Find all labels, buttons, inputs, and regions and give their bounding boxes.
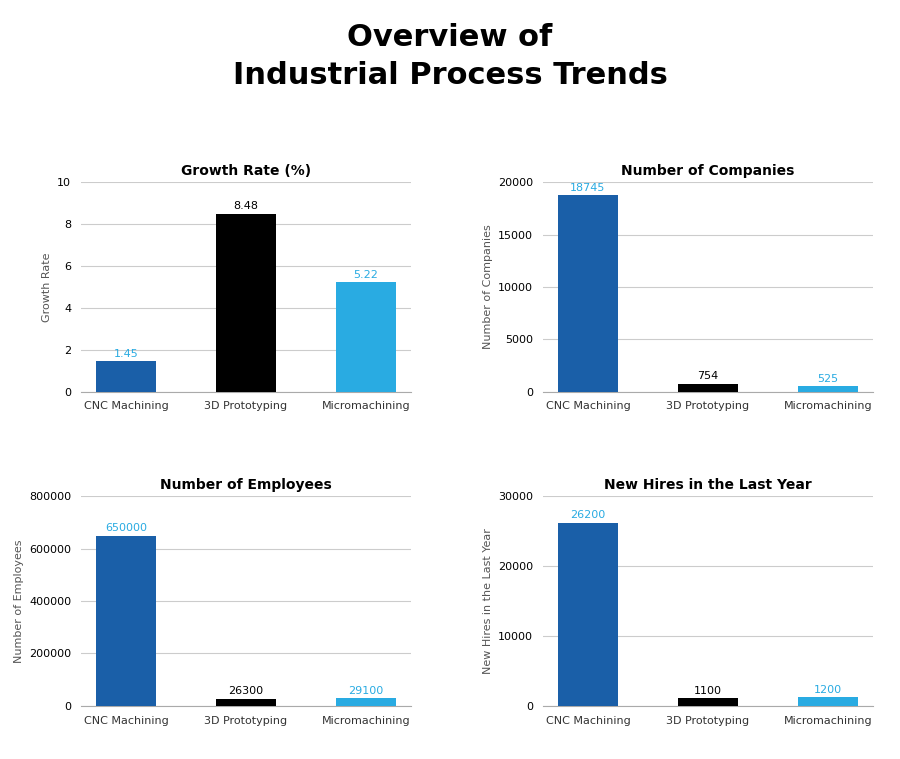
Text: 1.45: 1.45 bbox=[113, 348, 139, 359]
Bar bbox=[558, 195, 618, 392]
Text: 1100: 1100 bbox=[694, 685, 722, 696]
Bar bbox=[558, 523, 618, 706]
Text: 1200: 1200 bbox=[814, 685, 842, 695]
Bar bbox=[96, 536, 156, 706]
Y-axis label: Number of Employees: Number of Employees bbox=[14, 540, 23, 663]
Text: Overview of
Industrial Process Trends: Overview of Industrial Process Trends bbox=[232, 23, 668, 90]
Bar bbox=[216, 699, 276, 706]
Text: 754: 754 bbox=[698, 371, 718, 381]
Text: 29100: 29100 bbox=[348, 685, 383, 696]
Title: New Hires in the Last Year: New Hires in the Last Year bbox=[604, 478, 812, 493]
Bar bbox=[216, 214, 276, 392]
Text: 26300: 26300 bbox=[229, 686, 264, 697]
Y-axis label: Growth Rate: Growth Rate bbox=[41, 252, 51, 322]
Y-axis label: Number of Companies: Number of Companies bbox=[482, 225, 492, 349]
Bar bbox=[336, 698, 396, 706]
Text: 26200: 26200 bbox=[571, 510, 606, 521]
Bar bbox=[678, 698, 738, 706]
Bar bbox=[678, 384, 738, 392]
Text: 5.22: 5.22 bbox=[354, 269, 378, 280]
Y-axis label: New Hires in the Last Year: New Hires in the Last Year bbox=[482, 528, 492, 674]
Title: Growth Rate (%): Growth Rate (%) bbox=[181, 164, 311, 178]
Text: 525: 525 bbox=[817, 373, 839, 383]
Bar bbox=[798, 698, 858, 706]
Bar bbox=[336, 282, 396, 392]
Bar bbox=[96, 361, 156, 392]
Text: 650000: 650000 bbox=[105, 523, 147, 533]
Bar bbox=[798, 386, 858, 392]
Title: Number of Companies: Number of Companies bbox=[621, 164, 795, 178]
Text: 8.48: 8.48 bbox=[233, 201, 258, 212]
Title: Number of Employees: Number of Employees bbox=[160, 478, 332, 493]
Text: 18745: 18745 bbox=[571, 183, 606, 193]
